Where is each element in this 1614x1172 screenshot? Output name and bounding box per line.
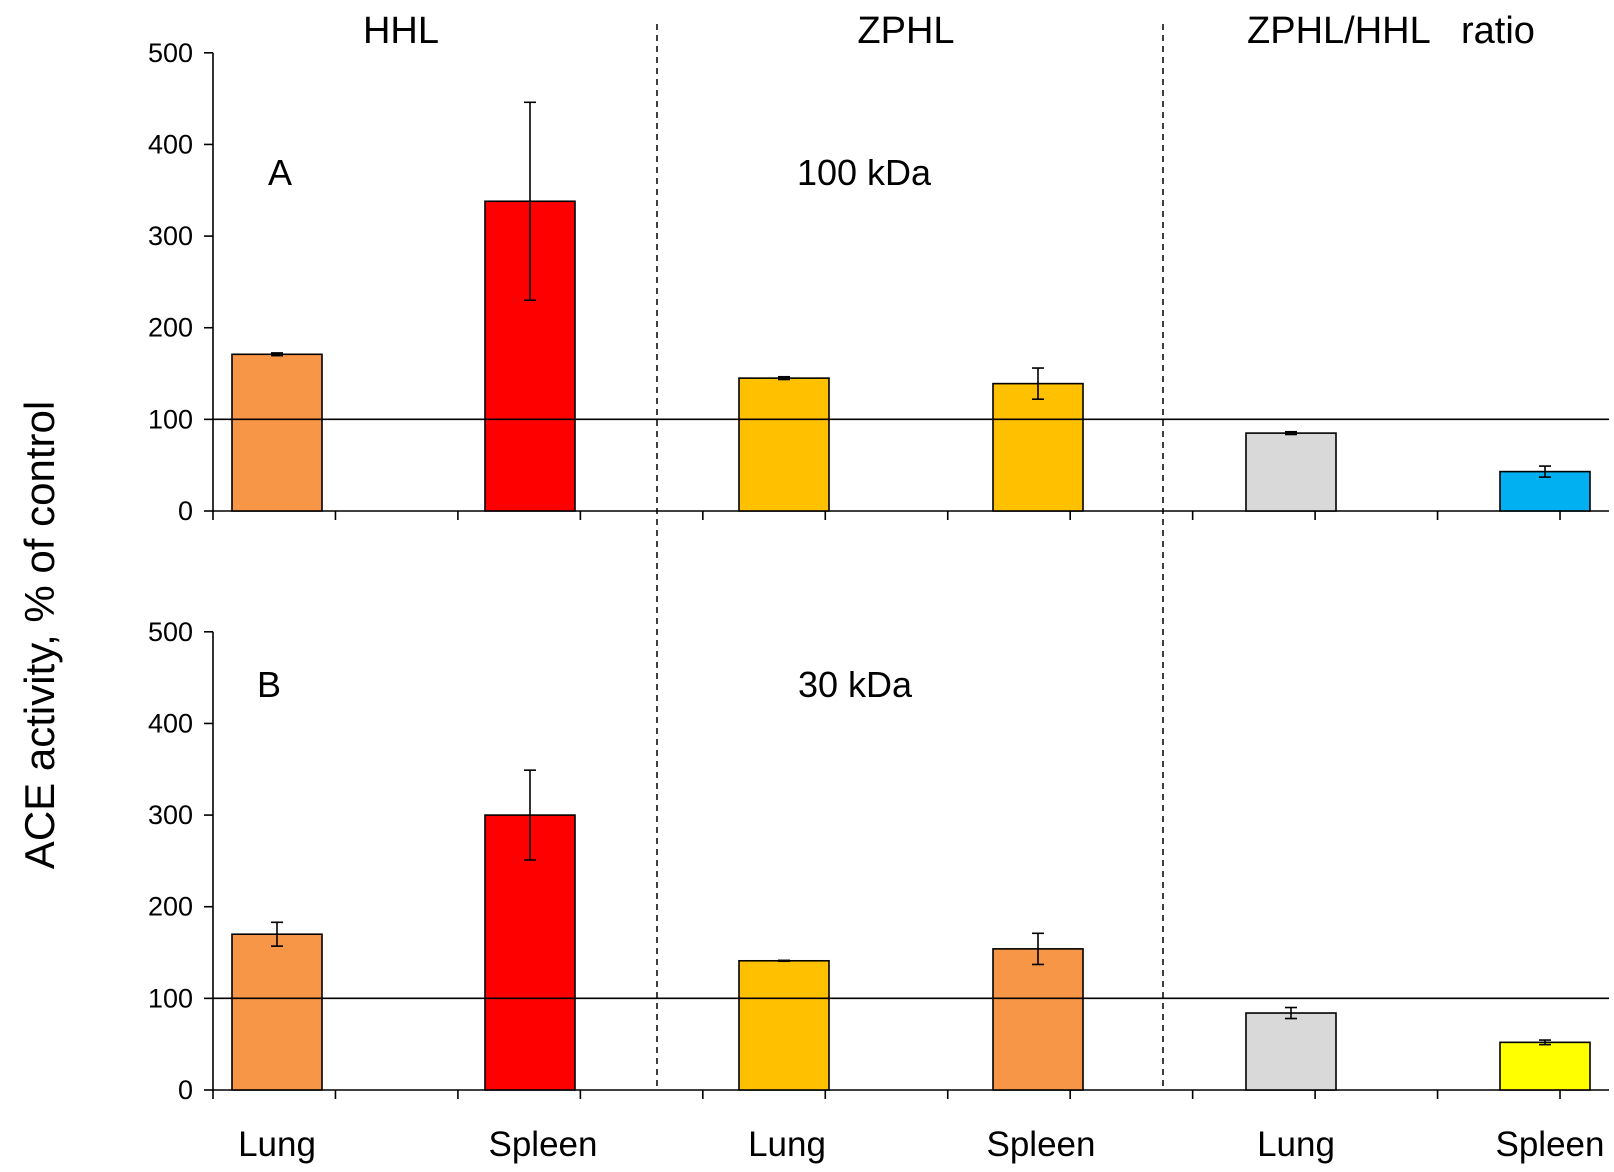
y-tick-label-b-400: 400 <box>148 708 193 738</box>
plot-layer: 0 100 200 300 400 500 0 100 200 300 400 500 <box>148 24 1609 1105</box>
category-label-3: Lung <box>748 1125 826 1164</box>
y-tick-label-b-200: 200 <box>148 892 193 922</box>
y-tick-label-a-200: 200 <box>148 313 193 343</box>
group-label-zphl: ZPHL <box>857 10 954 52</box>
category-label-1: Lung <box>238 1125 316 1164</box>
y-tick-label-b-500: 500 <box>148 617 193 647</box>
bar-b-5 <box>1245 1012 1337 1091</box>
category-label-5: Lung <box>1257 1125 1335 1164</box>
group-label-hhl: HHL <box>363 10 439 52</box>
y-tick-label-a-400: 400 <box>148 129 193 159</box>
category-label-2: Spleen <box>489 1125 598 1164</box>
bar-a-4 <box>992 382 1084 512</box>
y-tick-label-a-100: 100 <box>148 404 193 434</box>
bar-a-5 <box>1245 432 1337 512</box>
panel-annotation-b: 30 kDa <box>798 664 913 705</box>
bar-a-3 <box>738 377 830 512</box>
panel-label-a: A <box>268 152 292 193</box>
y-tick-label-a-0: 0 <box>178 496 193 526</box>
bar-b-1 <box>231 933 323 1091</box>
bar-a-1 <box>231 353 323 512</box>
bar-a-6 <box>1499 470 1591 512</box>
bar-b-4 <box>992 948 1084 1091</box>
y-tick-label-a-500: 500 <box>148 38 193 68</box>
bar-b-2 <box>484 814 576 1091</box>
category-label-4: Spleen <box>987 1125 1096 1164</box>
bar-b-6 <box>1499 1041 1591 1091</box>
category-label-6: Spleen <box>1496 1125 1605 1164</box>
panel-annotation-a: 100 kDa <box>797 152 932 193</box>
y-axis-title: ACE activity, % of control <box>16 401 63 869</box>
bar-b-3 <box>738 959 830 1091</box>
y-tick-label-b-300: 300 <box>148 800 193 830</box>
panel-label-b: B <box>257 664 281 705</box>
y-tick-label-b-100: 100 <box>148 983 193 1013</box>
y-tick-label-b-0: 0 <box>178 1075 193 1105</box>
y-tick-label-a-300: 300 <box>148 221 193 251</box>
group-label-ratio: ZPHL/HHL ratio <box>1247 10 1535 52</box>
